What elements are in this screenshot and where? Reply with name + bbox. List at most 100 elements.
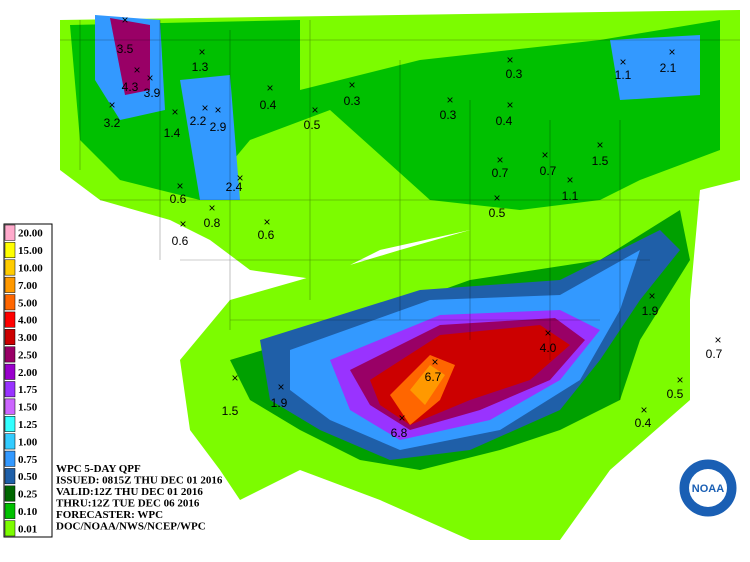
header-line: THRU:12Z TUE DEC 06 2016 <box>56 498 200 510</box>
legend-swatch <box>4 346 16 363</box>
max-label: 1.1 <box>562 189 579 203</box>
max-marker: × <box>619 55 626 69</box>
max-label: 0.4 <box>635 416 652 430</box>
max-label: 1.4 <box>164 126 181 140</box>
legend-swatch <box>4 520 16 537</box>
max-label: 1.3 <box>192 60 209 74</box>
max-marker: × <box>171 105 178 119</box>
max-marker: × <box>198 45 205 59</box>
legend-label: 2.50 <box>18 349 38 361</box>
legend-label: 7.00 <box>18 280 38 292</box>
max-marker: × <box>311 103 318 117</box>
max-marker: × <box>648 289 655 303</box>
max-label: 1.9 <box>642 304 659 318</box>
max-label: 2.9 <box>210 120 227 134</box>
field-ne <box>610 35 700 100</box>
max-label: 2.1 <box>660 61 677 75</box>
max-label: 3.9 <box>144 86 161 100</box>
max-label: 0.3 <box>440 108 457 122</box>
max-label: 2.2 <box>190 114 207 128</box>
boundaries <box>60 20 740 400</box>
max-marker: × <box>121 13 128 27</box>
legend-label: 10.00 <box>18 262 43 274</box>
legend-swatch <box>4 433 16 450</box>
legend-swatch <box>4 276 16 293</box>
header-line: ISSUED: 0815Z THU DEC 01 2016 <box>56 475 223 487</box>
legend-swatch <box>4 311 16 328</box>
legend-swatch <box>4 381 16 398</box>
max-marker: × <box>431 355 438 369</box>
legend-swatch <box>4 259 16 276</box>
legend-swatch <box>4 329 16 345</box>
legend-swatch <box>4 294 16 311</box>
header-line: WPC 5-DAY QPF <box>56 463 141 475</box>
noaa-logo: NOAA <box>676 456 740 520</box>
max-label: 1.1 <box>615 68 632 82</box>
legend-label: 20.00 <box>18 228 43 240</box>
max-marker: × <box>176 179 183 193</box>
max-label: 0.3 <box>344 94 361 108</box>
field-nw-core <box>110 18 150 95</box>
max-label: 0.6 <box>170 192 187 206</box>
max-marker: × <box>596 138 603 152</box>
max-marker: × <box>146 71 153 85</box>
legend-label: 4.00 <box>18 315 38 327</box>
max-label: 1.5 <box>592 154 609 168</box>
legend-swatch <box>4 363 16 380</box>
max-label: 2.4 <box>226 180 243 194</box>
max-label: 0.7 <box>540 164 557 178</box>
legend-swatch <box>4 502 16 519</box>
legend-swatch <box>4 398 16 415</box>
max-label: 6.7 <box>425 370 442 384</box>
max-marker: × <box>208 201 215 215</box>
max-label: 0.7 <box>492 166 509 180</box>
max-label: 1.5 <box>222 404 239 418</box>
legend-swatch <box>4 224 16 241</box>
max-marker: × <box>446 93 453 107</box>
legend-frame <box>3 223 53 538</box>
max-marker: × <box>714 333 721 347</box>
max-marker: × <box>544 326 551 340</box>
max-label: 4.3 <box>122 80 139 94</box>
max-label: 4.0 <box>540 341 557 355</box>
max-label: 0.7 <box>706 347 723 361</box>
max-marker: × <box>133 63 140 77</box>
max-marker: × <box>348 78 355 92</box>
max-label: 0.6 <box>172 234 189 248</box>
max-label: 3.2 <box>104 116 121 130</box>
max-marker: × <box>496 153 503 167</box>
legend-label: 1.25 <box>18 419 38 431</box>
max-marker: × <box>566 173 573 187</box>
header-line: FORECASTER: WPC <box>56 509 163 521</box>
max-marker: × <box>201 101 208 115</box>
logo-text: NOAA <box>692 483 724 495</box>
maxima: ×3.5×4.3×3.9×3.2×1.3×1.4×2.2×2.9×0.4 ×0.5… <box>104 13 723 440</box>
max-marker: × <box>506 98 513 112</box>
legend-swatch <box>4 485 16 502</box>
max-label: 0.6 <box>258 228 275 242</box>
legend-label: 2.00 <box>18 367 38 379</box>
max-label: 1.9 <box>271 396 288 410</box>
legend-label: 0.75 <box>18 454 38 466</box>
max-label: 0.5 <box>667 387 684 401</box>
legend: 20.00 15.00 10.00 7.00 5.00 4.00 3.00 2.50 2.00 1… <box>3 223 53 538</box>
field-0-10 <box>70 20 720 210</box>
max-marker: × <box>640 403 647 417</box>
max-label: 0.8 <box>204 216 221 230</box>
max-marker: × <box>266 81 273 95</box>
legend-label: 0.01 <box>18 523 37 535</box>
max-marker: × <box>668 45 675 59</box>
max-marker: × <box>541 148 548 162</box>
legend-label: 0.25 <box>18 489 38 501</box>
max-marker: × <box>179 217 186 231</box>
legend-label: 15.00 <box>18 245 43 257</box>
max-marker: × <box>277 380 284 394</box>
legend-swatch <box>4 242 16 259</box>
max-label: 0.4 <box>260 98 277 112</box>
max-marker: × <box>263 215 270 229</box>
max-marker: × <box>493 191 500 205</box>
max-marker: × <box>676 373 683 387</box>
legend-label: 0.10 <box>18 506 38 518</box>
max-label: 0.3 <box>506 67 523 81</box>
